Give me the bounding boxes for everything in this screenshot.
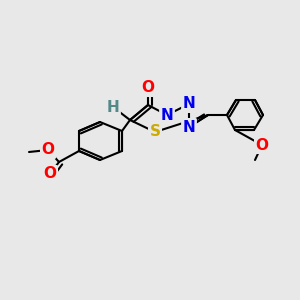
Text: H: H bbox=[106, 100, 119, 115]
Text: O: O bbox=[142, 80, 154, 95]
Text: O: O bbox=[41, 142, 55, 158]
Text: N: N bbox=[183, 119, 195, 134]
Text: O: O bbox=[142, 80, 154, 95]
Text: O: O bbox=[44, 167, 56, 182]
Text: O: O bbox=[256, 137, 268, 152]
Text: O: O bbox=[44, 167, 56, 182]
Text: N: N bbox=[160, 107, 173, 122]
Text: S: S bbox=[149, 124, 161, 140]
Text: S: S bbox=[149, 124, 161, 140]
Text: O: O bbox=[256, 137, 268, 152]
Text: N: N bbox=[160, 107, 173, 122]
Text: N: N bbox=[183, 97, 195, 112]
Text: H: H bbox=[106, 100, 119, 115]
Text: N: N bbox=[183, 97, 195, 112]
Text: O: O bbox=[41, 142, 55, 158]
Text: N: N bbox=[183, 119, 195, 134]
